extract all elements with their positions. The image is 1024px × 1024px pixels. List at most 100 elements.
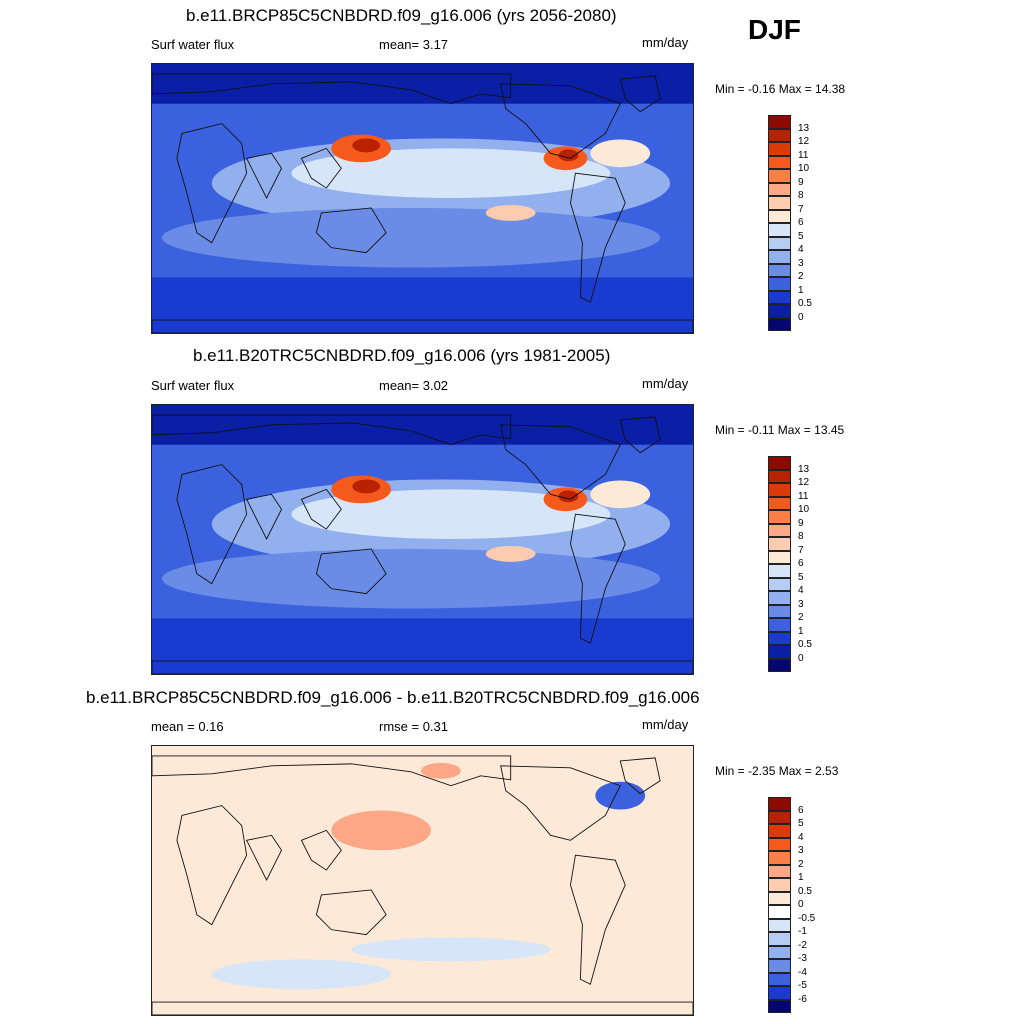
colorbar-label: 0 [798, 311, 804, 323]
colorbar-swatch [768, 864, 791, 878]
season-label: DJF [748, 14, 801, 45]
colorbar-label: 5 [798, 230, 804, 242]
coastline [176, 805, 248, 926]
panel-3-rmse-label: rmse = 0.31 [379, 719, 449, 734]
colorbar-swatch [768, 456, 791, 470]
colorbar-label: 0.5 [798, 885, 812, 897]
colorbar-label: -2 [798, 939, 807, 951]
kuroshio-core [352, 138, 381, 153]
coastline [245, 152, 283, 200]
panel-1-variable-label: Surf water flux [151, 37, 235, 52]
colorbar-swatch [768, 236, 791, 250]
panel-3-minmax: Min = -2.35 Max = 2.53 [715, 764, 839, 778]
kuroshio-increase [331, 810, 431, 851]
colorbar-swatch [768, 317, 791, 331]
panel-2-minmax: Min = -0.11 Max = 13.45 [715, 423, 845, 437]
colorbar-swatch [768, 496, 791, 510]
coastline [315, 548, 387, 595]
colorbar-label: 6 [798, 558, 804, 569]
colorbar-label: 9 [798, 176, 804, 188]
panel-2-units-label: mm/day [642, 376, 689, 391]
coastline [619, 416, 661, 454]
colorbar-swatch [768, 918, 791, 932]
coastline [300, 488, 342, 530]
colorbar-swatch [768, 483, 791, 497]
colorbar-swatch [768, 905, 791, 919]
southern-band [152, 618, 693, 674]
southern-subtropic [161, 548, 661, 609]
colorbar-label: 13 [798, 122, 810, 134]
colorbar-swatch [768, 537, 791, 551]
colorbar-swatch [768, 142, 791, 156]
colorbar-label: 0 [798, 652, 804, 664]
colorbar-label: 12 [798, 477, 810, 488]
coastline [176, 464, 248, 585]
coastline [619, 75, 661, 113]
colorbar-swatch [768, 658, 791, 672]
colorbar-swatch [768, 182, 791, 196]
pacific-max [485, 204, 536, 221]
colorbar-swatch [768, 128, 791, 142]
gulfstream-core [558, 490, 579, 503]
colorbar-label: -1 [798, 926, 807, 937]
colorbar-label: 5 [798, 818, 804, 829]
colorbar-swatch [768, 618, 791, 632]
high-latitude-band [152, 64, 693, 104]
coastline [569, 172, 626, 303]
colorbar-label: 2 [798, 271, 804, 282]
colorbar-swatch [768, 304, 791, 318]
colorbar-label: 2 [798, 858, 804, 870]
colorbar-label: -3 [798, 953, 807, 964]
colorbar-label: 1 [798, 625, 804, 637]
colorbar-swatch [768, 945, 791, 959]
panel-2-title: b.e11.B20TRC5CNBDRD.f09_g16.006 (yrs 198… [193, 346, 611, 365]
panel-1-map [151, 63, 694, 334]
panel-1-title: b.e11.BRCP85C5CNBDRD.f09_g16.006 (yrs 20… [186, 6, 617, 25]
colorbar-label: 6 [798, 804, 804, 816]
colorbar-label: 9 [798, 517, 804, 529]
colorbar-swatch [768, 604, 791, 618]
colorbar-swatch [768, 631, 791, 645]
colorbar-label: 0 [798, 899, 804, 910]
colorbar-swatch [768, 550, 791, 564]
panel-3-map [151, 745, 694, 1016]
atlantic-subtropic [590, 480, 651, 509]
colorbar-swatch [768, 972, 791, 986]
colorbar-label: 0.5 [798, 298, 812, 309]
colorbar-swatch [768, 523, 791, 537]
panel-2-mean-label: mean= 3.02 [379, 378, 449, 393]
pacific-max [485, 545, 536, 562]
colorbar-label: 11 [798, 149, 809, 161]
high-latitude-band [152, 405, 693, 445]
colorbar-swatch [768, 932, 791, 946]
coastline [500, 424, 621, 500]
colorbar-label: 7 [798, 203, 804, 215]
colorbar-swatch [768, 469, 791, 483]
coastline [300, 829, 342, 871]
kuroshio-core [352, 479, 381, 494]
colorbar-swatch [768, 797, 791, 811]
colorbar-swatch [768, 209, 791, 223]
southern-band [152, 277, 693, 333]
colorbar-swatch [768, 986, 791, 1000]
panel-1-minmax: Min = -0.16 Max = 14.38 [715, 82, 846, 96]
coastline [176, 123, 248, 244]
coastline [569, 513, 626, 644]
colorbar-swatch [768, 196, 791, 210]
coastline [152, 755, 512, 787]
atlantic-decrease [595, 781, 646, 810]
colorbar-swatch [768, 891, 791, 905]
panel-2-map [151, 404, 694, 675]
colorbar-label: -5 [798, 980, 807, 991]
colorbar-label: 7 [798, 544, 804, 556]
coastline [152, 73, 512, 105]
colorbar-label: 12 [798, 136, 810, 147]
colorbar-swatch [768, 810, 791, 824]
coastline [245, 493, 283, 541]
arctic-increase [421, 762, 461, 779]
panel-2-variable-label: Surf water flux [151, 378, 235, 393]
colorbar-swatch [768, 155, 791, 169]
coastline [245, 834, 283, 882]
coastline [500, 765, 621, 841]
colorbar-label: 10 [798, 163, 810, 174]
